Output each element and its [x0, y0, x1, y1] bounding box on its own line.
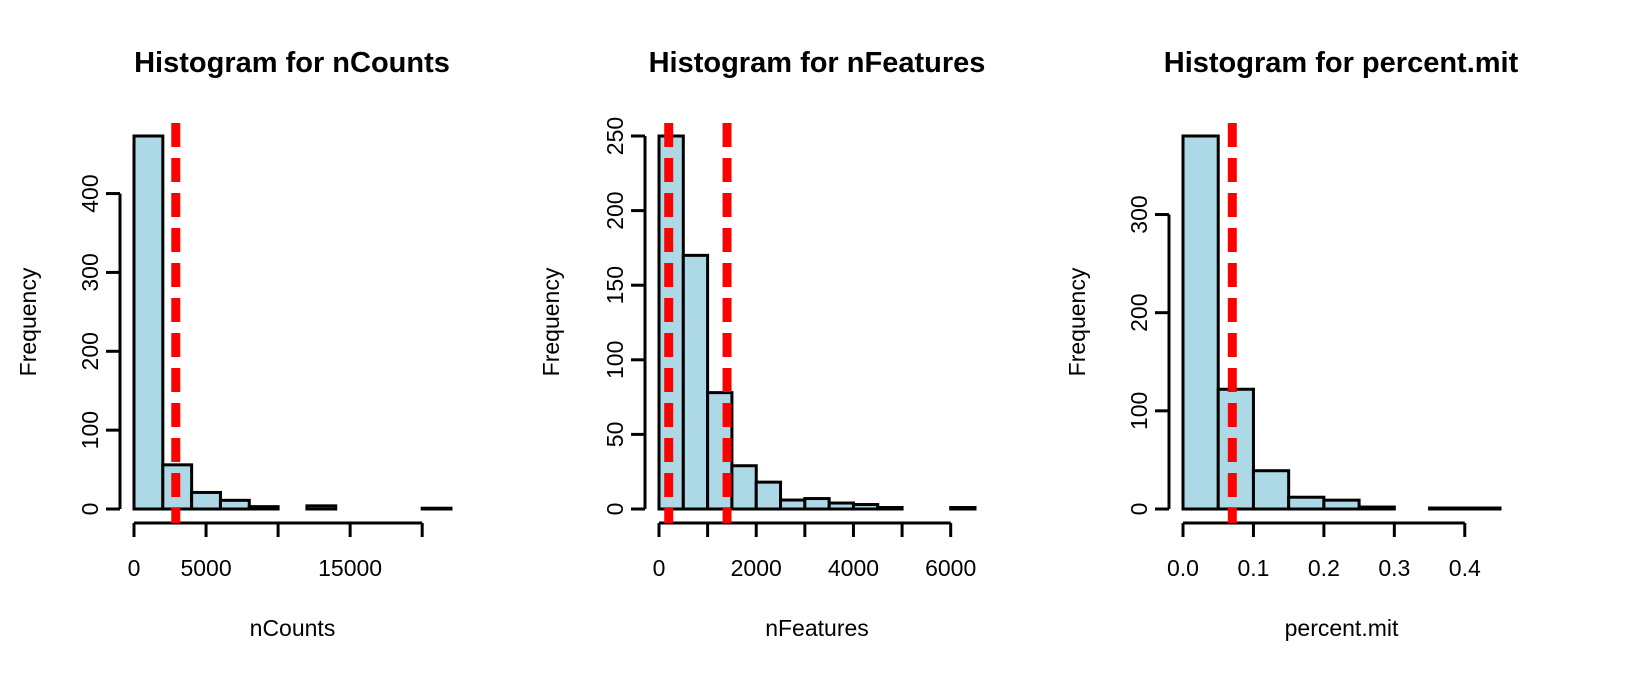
histogram-bar	[681, 253, 710, 511]
x-axis-title: percent.mit	[1285, 615, 1399, 641]
histogram-bar	[305, 504, 338, 511]
y-tick-label: 200	[1126, 293, 1152, 331]
x-tick-label: 0	[128, 555, 141, 581]
y-tick-label: 0	[77, 503, 103, 516]
histogram-bar	[827, 501, 855, 511]
histogram-bar	[779, 498, 807, 511]
histogram-bar	[1357, 505, 1396, 511]
x-tick-label: 15000	[318, 555, 382, 581]
y-tick-label: 100	[1126, 392, 1152, 430]
histogram-bar	[949, 506, 977, 511]
x-tick-label: 0.2	[1308, 555, 1340, 581]
histogram-bar	[851, 503, 880, 511]
histogram-bar	[1251, 469, 1291, 511]
histogram-bar	[803, 497, 831, 511]
y-tick-label: 200	[77, 332, 103, 370]
y-axis-title: Frequency	[1064, 267, 1090, 376]
histogram-bar	[1287, 495, 1326, 511]
histogram-bar	[1322, 498, 1361, 511]
y-tick-label: 150	[602, 266, 628, 304]
x-axis-title: nCounts	[250, 615, 336, 641]
y-tick-label: 400	[77, 174, 103, 212]
x-tick-label: 0.4	[1449, 555, 1481, 581]
y-axis-title: Frequency	[15, 267, 41, 376]
y-tick-label: 100	[77, 411, 103, 449]
y-tick-label: 0	[1126, 503, 1152, 516]
chart-title: Histogram for nCounts	[134, 47, 450, 79]
histogram-panel-1: Histogram for nCounts 0 100 200 300 400 0 5000 1…	[15, 47, 453, 641]
histogram-bar	[876, 506, 904, 511]
y-tick-label: 200	[602, 191, 628, 229]
histogram-bar	[132, 134, 165, 511]
x-tick-label: 0	[653, 555, 666, 581]
y-tick-label: 0	[602, 503, 628, 516]
x-tick-label: 6000	[925, 555, 976, 581]
chart-title: Histogram for percent.mit	[1164, 47, 1519, 79]
y-tick-label: 100	[602, 341, 628, 379]
y-tick-label: 250	[602, 117, 628, 155]
x-tick-label: 0.1	[1237, 555, 1269, 581]
histogram-bar	[730, 464, 758, 511]
x-tick-label: 2000	[731, 555, 782, 581]
histogram-bar	[1463, 506, 1502, 511]
histogram-bar	[754, 480, 783, 511]
histogram-bar	[1181, 134, 1220, 511]
y-tick-label: 300	[77, 253, 103, 291]
y-axis-title: Frequency	[538, 267, 564, 376]
histogram-panel-2: Histogram for nFeatures 0 50 100 150 200 250 0 2…	[538, 47, 985, 641]
histogram-panel-3: Histogram for percent.mit 0 100 200 300 0.0 0.…	[1064, 47, 1519, 641]
x-tick-label: 0.3	[1378, 555, 1410, 581]
histogram-bar	[420, 506, 453, 511]
chart-title: Histogram for nFeatures	[649, 47, 986, 79]
y-tick-label: 50	[602, 422, 628, 448]
x-tick-label: 5000	[180, 555, 231, 581]
histogram-bar	[218, 498, 251, 511]
histogram-bar	[190, 490, 222, 511]
y-tick-label: 300	[1126, 195, 1152, 233]
x-tick-label: 0.0	[1167, 555, 1199, 581]
x-tick-label: 4000	[828, 555, 879, 581]
histogram-bar	[1428, 506, 1467, 511]
x-axis-title: nFeatures	[765, 615, 869, 641]
histogram-bar	[247, 505, 280, 511]
